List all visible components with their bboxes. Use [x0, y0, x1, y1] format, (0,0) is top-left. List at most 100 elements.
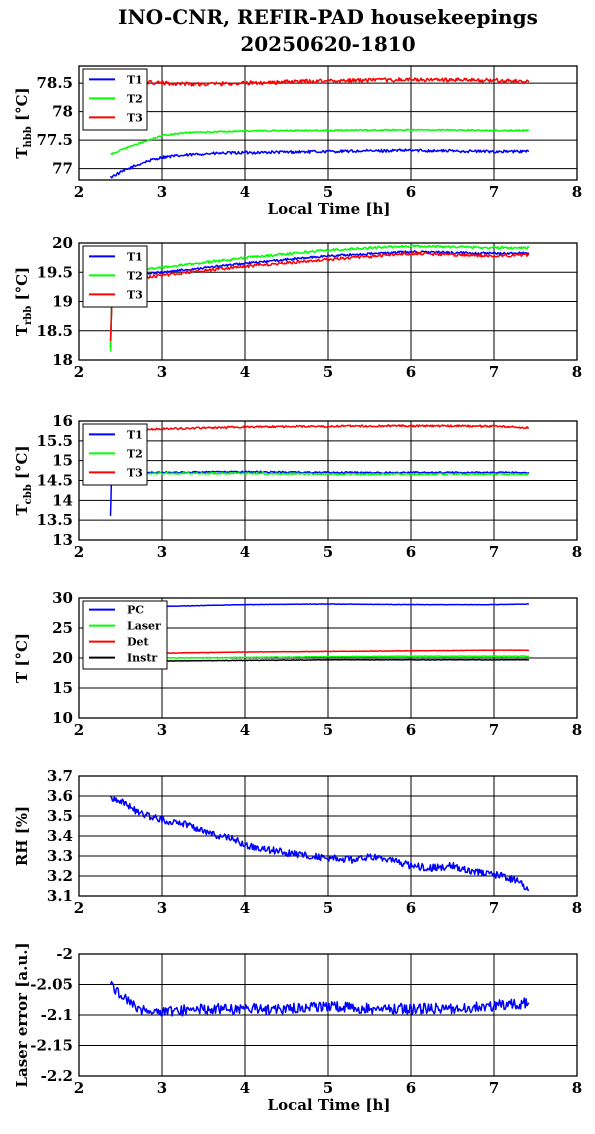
plot-frame: [78, 597, 578, 719]
plot-frame: [78, 775, 578, 897]
legend-label: T3: [127, 288, 143, 301]
x-tick-label: 8: [572, 543, 582, 561]
figure-title-line-1: INO-CNR, REFIR-PAD housekeepings: [118, 5, 538, 29]
y-tick-label: 3.5: [47, 807, 73, 825]
x-tick-label: 7: [489, 363, 499, 381]
y-tick-label: 19.5: [36, 263, 73, 281]
x-tick-label: 8: [572, 1079, 582, 1097]
legend: T1 T2 T3: [82, 245, 148, 308]
y-tick-label: 15.5: [36, 432, 73, 450]
x-tick-label: 2: [74, 183, 84, 201]
x-tick-label: 3: [157, 183, 167, 201]
y-tick-label: 15: [52, 679, 73, 697]
x-tick-label: 7: [489, 1079, 499, 1097]
x-tick-label: 4: [240, 183, 250, 201]
series-line-t3: [109, 251, 530, 342]
y-tick-label: 78.5: [36, 74, 73, 92]
x-tick-label: 4: [240, 543, 250, 561]
y-axis-label: T [°C]: [13, 633, 31, 683]
x-tick-label: 6: [406, 183, 416, 201]
x-tick-label: 8: [572, 183, 582, 201]
y-tick-label: 25: [52, 619, 73, 637]
y-tick-label: 30: [52, 589, 73, 607]
x-tick-label: 5: [323, 1079, 333, 1097]
y-tick-label: -2.05: [30, 976, 73, 994]
y-axis-label: RH [%]: [13, 806, 31, 866]
x-tick-label: 3: [157, 721, 167, 739]
legend-label: T1: [127, 73, 143, 86]
x-tick-label: 4: [240, 363, 250, 381]
plot-frame: [78, 420, 578, 541]
x-tick-label: 3: [157, 363, 167, 381]
x-tick-label: 6: [406, 1079, 416, 1097]
legend: T1 T2 T3: [82, 68, 148, 131]
x-axis-label: Local Time [h]: [268, 1096, 391, 1114]
legend-label: T1: [127, 428, 143, 441]
x-tick-label: 4: [240, 1079, 250, 1097]
x-tick-label: 5: [323, 543, 333, 561]
y-tick-label: -2.15: [30, 1037, 73, 1055]
legend: T1 T2 T3: [82, 423, 148, 486]
x-tick-label: 4: [240, 721, 250, 739]
y-tick-label: 19: [52, 293, 73, 311]
panel-6: -2.2 -2.15 -2.1 -2.05 -2 2 3 4 5 6 7 8 Laser error […: [13, 942, 582, 1114]
legend-label: Laser: [127, 620, 161, 633]
legend-label: T2: [127, 269, 143, 282]
panel-2: 18 18.5 19 19.5 20 2 3 4 5 6 7 8 T1 T2 T3 Trbb [°C]: [13, 234, 582, 381]
series-line-t2: [109, 471, 530, 485]
y-tick-label: 3.3: [47, 847, 73, 865]
plot-frame: [78, 953, 578, 1077]
y-tick-label: 18: [52, 351, 73, 369]
y-tick-label: 13.5: [36, 511, 73, 529]
series-line-t1: [109, 250, 530, 348]
series-line-t1: [109, 470, 530, 516]
series-line-t2: [109, 244, 530, 352]
series-line-value: [110, 795, 530, 892]
series-line-pc: [112, 603, 529, 609]
x-tick-label: 6: [406, 721, 416, 739]
y-tick-label: 3.1: [47, 887, 73, 905]
series-line-t2: [110, 128, 529, 155]
x-tick-label: 7: [489, 183, 499, 201]
y-tick-label: 16: [52, 412, 73, 430]
y-tick-label: 77.5: [36, 131, 73, 149]
legend-label: T3: [127, 111, 143, 124]
x-tick-label: 6: [406, 899, 416, 917]
series-line-t3: [119, 77, 530, 87]
x-tick-label: 6: [406, 363, 416, 381]
x-tick-label: 3: [157, 543, 167, 561]
y-tick-label: 3.2: [47, 867, 73, 885]
x-tick-label: 7: [489, 899, 499, 917]
legend-label: T2: [127, 92, 143, 105]
y-axis-label: Laser error [a.u.]: [13, 942, 31, 1087]
y-axis-label: Thbb [°C]: [13, 87, 34, 158]
y-axis-label: Trbb [°C]: [13, 267, 34, 336]
y-tick-label: 78: [52, 103, 73, 121]
y-tick-label: 14.5: [36, 472, 73, 490]
y-tick-label: 20: [52, 234, 73, 252]
y-axis-label: Tcbb [°C]: [13, 445, 34, 515]
y-tick-label: 14: [52, 491, 73, 509]
x-tick-label: 6: [406, 543, 416, 561]
legend-label: T2: [127, 447, 143, 460]
y-tick-label: 3.4: [47, 827, 73, 845]
plot-frame: [78, 242, 578, 361]
legend: PC Laser Det Instr: [82, 600, 168, 670]
legend-label: Instr: [127, 652, 157, 665]
x-tick-label: 5: [323, 363, 333, 381]
y-tick-label: -2: [56, 945, 73, 963]
series-line-det: [112, 649, 530, 656]
x-tick-label: 7: [489, 543, 499, 561]
x-tick-label: 2: [74, 1079, 84, 1097]
x-tick-label: 5: [323, 721, 333, 739]
x-tick-label: 4: [240, 899, 250, 917]
series-line-t1: [109, 148, 530, 179]
legend-label: Det: [127, 636, 150, 649]
x-tick-label: 7: [489, 721, 499, 739]
x-tick-label: 2: [74, 543, 84, 561]
x-tick-label: 3: [157, 899, 167, 917]
x-tick-label: 8: [572, 721, 582, 739]
y-tick-label: 3.6: [47, 787, 73, 805]
